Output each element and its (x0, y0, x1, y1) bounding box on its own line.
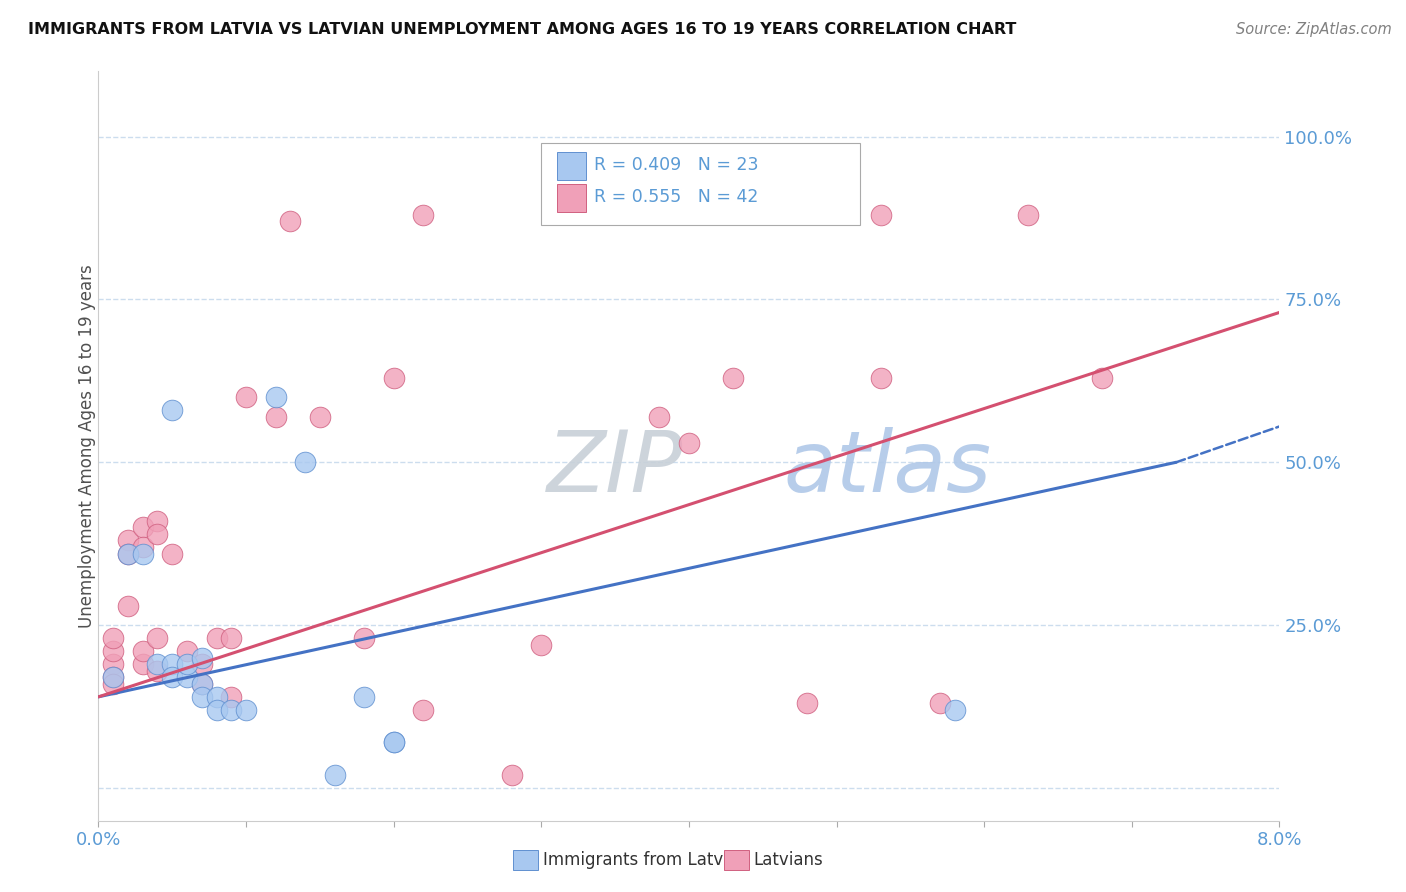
Point (176, 670, 198, 684)
Point (412, 703, 434, 717)
Point (176, 657, 198, 672)
Bar (557, 184, 586, 212)
Point (103, 644, 125, 658)
Point (796, 697, 818, 711)
Point (412, 208, 434, 222)
Point (191, 690, 214, 704)
Point (162, 403, 183, 417)
Point (1091, 370, 1114, 384)
Point (146, 514, 169, 528)
Point (146, 527, 169, 541)
Text: IMMIGRANTS FROM LATVIA VS LATVIAN UNEMPLOYMENT AMONG AGES 16 TO 19 YEARS CORRELA: IMMIGRANTS FROM LATVIA VS LATVIAN UNEMPL… (28, 22, 1017, 37)
Point (146, 664, 169, 678)
Point (132, 644, 155, 658)
Text: Latvians: Latvians (754, 851, 824, 869)
Point (191, 677, 214, 691)
Point (219, 690, 242, 704)
Point (530, 638, 553, 652)
Point (678, 435, 700, 450)
Point (382, 735, 405, 749)
Point (219, 631, 242, 645)
Point (103, 677, 125, 691)
Point (117, 533, 139, 548)
Point (103, 670, 125, 684)
Point (205, 703, 228, 717)
Point (176, 644, 198, 658)
Point (928, 697, 950, 711)
Point (869, 370, 891, 384)
Point (264, 390, 287, 404)
Point (294, 455, 316, 469)
Text: R = 0.555   N = 42: R = 0.555 N = 42 (595, 188, 759, 206)
Point (648, 409, 671, 424)
Point (869, 208, 891, 222)
Point (162, 670, 183, 684)
Text: atlas: atlas (783, 427, 991, 510)
Point (323, 768, 346, 782)
Point (278, 214, 302, 228)
Point (264, 409, 287, 424)
FancyBboxPatch shape (541, 143, 860, 225)
Point (132, 540, 155, 554)
Point (132, 657, 155, 672)
Point (219, 703, 242, 717)
Point (501, 768, 523, 782)
Point (117, 547, 139, 561)
Text: ZIP: ZIP (547, 427, 683, 510)
Point (382, 370, 405, 384)
Point (103, 670, 125, 684)
Point (205, 690, 228, 704)
Point (353, 631, 375, 645)
Point (132, 520, 155, 534)
Point (162, 547, 183, 561)
Text: Immigrants from Latvia: Immigrants from Latvia (543, 851, 738, 869)
Point (1017, 208, 1039, 222)
Point (146, 657, 169, 672)
Point (117, 599, 139, 613)
Y-axis label: Unemployment Among Ages 16 to 19 years: Unemployment Among Ages 16 to 19 years (79, 264, 96, 628)
Point (721, 370, 744, 384)
Point (117, 547, 139, 561)
Point (162, 657, 183, 672)
Point (103, 657, 125, 672)
Point (191, 677, 214, 691)
Point (353, 690, 375, 704)
Point (943, 703, 966, 717)
Point (103, 631, 125, 645)
Text: R = 0.409   N = 23: R = 0.409 N = 23 (595, 156, 759, 174)
Point (382, 735, 405, 749)
Bar (557, 152, 586, 180)
Point (235, 390, 257, 404)
Point (308, 409, 332, 424)
Point (132, 547, 155, 561)
Point (191, 657, 214, 672)
Text: Source: ZipAtlas.com: Source: ZipAtlas.com (1236, 22, 1392, 37)
Point (146, 631, 169, 645)
Point (191, 650, 214, 665)
Point (205, 631, 228, 645)
Point (235, 703, 257, 717)
